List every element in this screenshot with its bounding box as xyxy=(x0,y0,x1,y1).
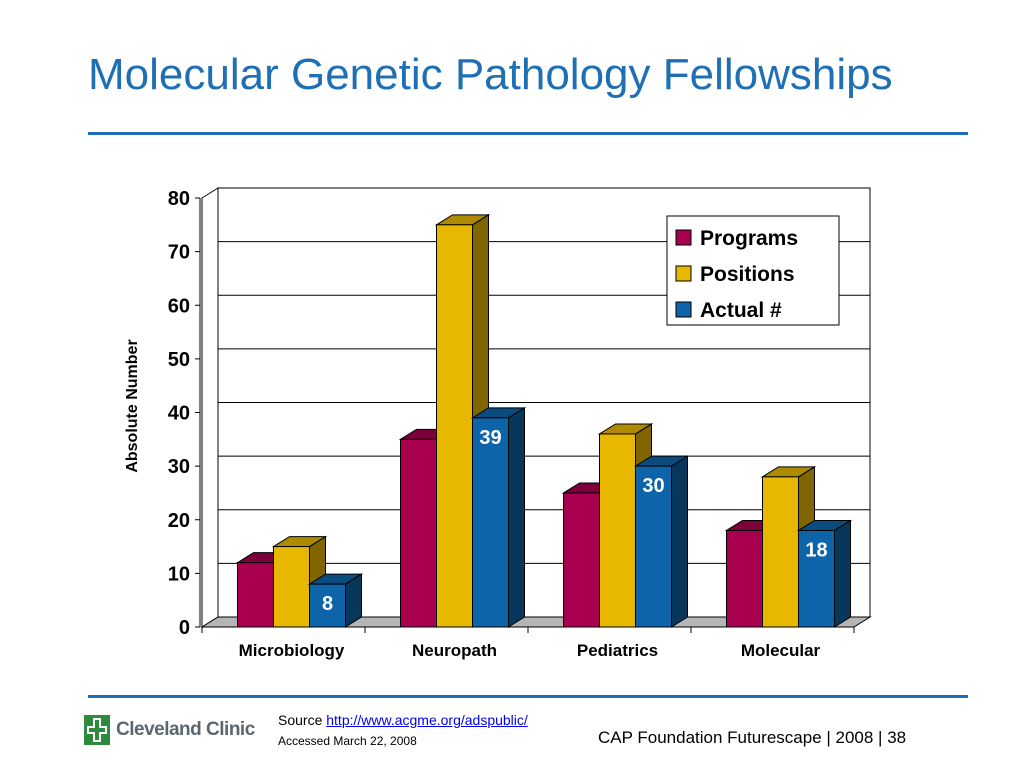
y-tick-label: 80 xyxy=(168,188,190,210)
data-label: 30 xyxy=(642,475,664,497)
legend-box xyxy=(666,215,840,326)
legend-swatch xyxy=(675,301,692,318)
x-tick-label: Pediatrics xyxy=(577,641,658,660)
bar-front xyxy=(237,562,274,628)
data-label: 18 xyxy=(805,539,827,561)
source-line: Source http://www.acgme.org/adspublic/ xyxy=(278,712,528,728)
y-tick-label: 0 xyxy=(179,617,190,639)
legend: Programs Positions Actual # xyxy=(666,215,840,326)
bar-front xyxy=(798,529,835,628)
data-label: 39 xyxy=(479,427,501,449)
cleveland-clinic-logo: Cleveland Clinic xyxy=(84,714,255,746)
y-tick-label: 50 xyxy=(168,349,190,371)
bar-front xyxy=(309,583,346,628)
footer-caption: CAP Foundation Futurescape | 2008 | 38 xyxy=(598,728,907,747)
bar-side xyxy=(671,455,688,628)
legend-label: Actual # xyxy=(700,299,782,322)
bar-actual--pediatrics xyxy=(633,455,690,628)
y-tick-label: 10 xyxy=(168,563,190,585)
bar-chart: 0 10 20 30 40 50 60 70 80 Absolute Number 8 Microbi… xyxy=(124,187,872,660)
legend-label: Programs xyxy=(700,227,798,250)
y-tick-label: 20 xyxy=(168,510,190,532)
legend-swatch xyxy=(675,265,692,282)
bar-front xyxy=(599,433,636,628)
bar-front xyxy=(726,529,763,628)
y-axis-title: Absolute Number xyxy=(124,339,141,472)
bar-front xyxy=(400,438,437,628)
logo-text: Cleveland Clinic xyxy=(116,719,255,740)
source-link[interactable]: http://www.acgme.org/adspublic/ xyxy=(326,712,528,728)
accessed-date: Accessed March 22, 2008 xyxy=(278,734,417,748)
bar-actual--neuropath xyxy=(470,406,527,628)
bar-front xyxy=(563,492,600,628)
bar-front xyxy=(436,224,473,628)
x-tick-label: Neuropath xyxy=(412,641,497,660)
footer-divider xyxy=(88,695,968,698)
bar-front xyxy=(472,417,509,628)
bar-actual--microbiology xyxy=(307,573,364,628)
y-tick-label: 40 xyxy=(168,403,190,425)
bar-front xyxy=(273,546,310,628)
legend-swatch xyxy=(675,229,692,246)
y-tick-label: 30 xyxy=(168,456,190,478)
title-divider xyxy=(88,132,968,135)
y-tick-label: 70 xyxy=(168,242,190,264)
bar-side xyxy=(834,519,851,628)
slide-title: Molecular Genetic Pathology Fellowships xyxy=(88,50,893,99)
bar-actual--molecular xyxy=(796,519,853,628)
data-label: 8 xyxy=(322,593,333,615)
side-wall xyxy=(201,187,219,628)
legend-label: Positions xyxy=(700,263,795,286)
x-tick-label: Molecular xyxy=(741,641,821,660)
cleveland-clinic-cross-icon xyxy=(84,715,110,745)
bar-front xyxy=(762,476,799,628)
y-tick-label: 60 xyxy=(168,295,190,317)
source-label: Source xyxy=(278,712,323,728)
x-tick-label: Microbiology xyxy=(239,641,345,660)
bar-side xyxy=(508,406,525,628)
